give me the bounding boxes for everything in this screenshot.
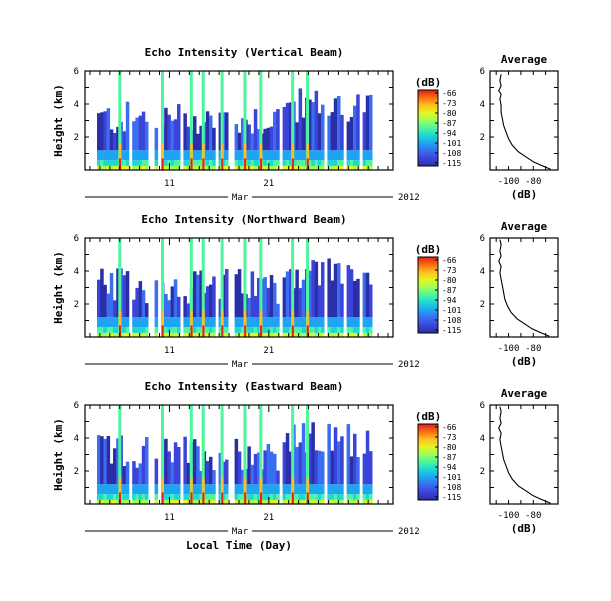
profile-x-tick-label: -80 xyxy=(525,177,541,187)
colorbar xyxy=(417,423,439,501)
colorbar-tick-label: -87 xyxy=(442,119,457,128)
profile-y-tick-label: 6 xyxy=(480,234,485,244)
profile-line xyxy=(498,74,551,170)
colorbar-tick-label: -94 xyxy=(442,463,457,472)
x-tick-label: 11 xyxy=(164,179,175,189)
profile-x-tick-label: -100 xyxy=(498,177,520,187)
colorbar-tick-label: -115 xyxy=(442,326,461,335)
colorbar-tick-label: -73 xyxy=(442,266,457,275)
profile-x-tick-label: -100 xyxy=(498,511,520,521)
y-tick-label: 6 xyxy=(74,67,79,77)
colorbar-tick-label: -80 xyxy=(442,276,457,285)
x-tick-label: 11 xyxy=(164,513,175,523)
colorbar-tick-label: -101 xyxy=(442,139,461,148)
panels: Echo Intensity (Vertical Beam) 6 4 2 Height … xyxy=(52,46,559,537)
colorbar-tick-label: -108 xyxy=(442,149,461,158)
panel-title: Echo Intensity (Northward Beam) xyxy=(141,213,346,226)
profile-y-tick-label: 4 xyxy=(480,434,485,444)
figure-xlabel: Local Time (Day) xyxy=(186,539,292,552)
profile-x-tick-label: -80 xyxy=(525,511,541,521)
x-tick-label: 21 xyxy=(263,346,274,356)
profile-title: Average xyxy=(501,387,548,400)
colorbar xyxy=(417,89,439,167)
y-tick-label: 4 xyxy=(74,434,79,444)
y-tick-label: 4 xyxy=(74,267,79,277)
y-axis-label: Height (km) xyxy=(52,418,65,491)
profile-y-tick-label: 6 xyxy=(480,67,485,77)
y-axis-label: Height (km) xyxy=(52,84,65,157)
colorbar-tick-label: -115 xyxy=(442,159,461,168)
panel-title: Echo Intensity (Eastward Beam) xyxy=(145,380,344,393)
profile-y-tick-label: 6 xyxy=(480,401,485,411)
profile-y-tick-label: 2 xyxy=(480,300,485,310)
panel-1: Echo Intensity (Northward Beam) 6 4 2 Height… xyxy=(52,213,559,370)
profile-panel: Average 6 4 2 -100 -80(dB) xyxy=(480,220,559,368)
y-tick-label: 4 xyxy=(74,100,79,110)
colorbar-tick-label: -94 xyxy=(442,129,457,138)
y-tick-label: 2 xyxy=(74,467,79,477)
profile-y-tick-label: 4 xyxy=(480,100,485,110)
profile-xlabel: (dB) xyxy=(511,355,538,368)
month-label: Mar xyxy=(232,193,249,203)
colorbar-tick-label: -94 xyxy=(442,296,457,305)
colorbar-unit: (dB) xyxy=(415,410,442,423)
profile-xlabel: (dB) xyxy=(511,188,538,201)
colorbar-tick-label: -87 xyxy=(442,453,457,462)
month-label: Mar xyxy=(232,527,249,537)
colorbar-tick-label: -73 xyxy=(442,433,457,442)
panel-2: Echo Intensity (Eastward Beam) 6 4 2 Height … xyxy=(52,380,559,537)
year-label: 2012 xyxy=(398,193,420,203)
panel-title: Echo Intensity (Vertical Beam) xyxy=(145,46,344,59)
colorbar-tick-label: -101 xyxy=(442,306,461,315)
heatmap xyxy=(97,71,373,170)
profile-panel: Average 6 4 2 -100 -80(dB) xyxy=(480,387,559,535)
year-label: 2012 xyxy=(398,527,420,537)
profile-title: Average xyxy=(501,220,548,233)
profile-panel: Average 6 4 2 -100 -80(dB) xyxy=(480,53,559,201)
colorbar-unit: (dB) xyxy=(415,76,442,89)
year-label: 2012 xyxy=(398,360,420,370)
y-tick-label: 2 xyxy=(74,133,79,143)
y-axis-label: Height (km) xyxy=(52,251,65,324)
colorbar-tick-label: -66 xyxy=(442,423,457,432)
profile-y-tick-label: 2 xyxy=(480,467,485,477)
profile-title: Average xyxy=(501,53,548,66)
colorbar-tick-label: -73 xyxy=(442,99,457,108)
x-tick-label: 21 xyxy=(263,179,274,189)
colorbar-unit: (dB) xyxy=(415,243,442,256)
colorbar-tick-label: -66 xyxy=(442,89,457,98)
heatmap xyxy=(97,405,373,504)
colorbar-tick-label: -108 xyxy=(442,316,461,325)
colorbar-tick-label: -108 xyxy=(442,483,461,492)
y-tick-label: 6 xyxy=(74,234,79,244)
colorbar-tick-label: -80 xyxy=(442,109,457,118)
profile-line xyxy=(498,406,551,504)
profile-x-tick-label: -100 xyxy=(498,344,520,354)
colorbar-tick-label: -87 xyxy=(442,286,457,295)
profile-x-tick-label: -80 xyxy=(525,344,541,354)
colorbar xyxy=(417,256,439,334)
colorbar-tick-label: -80 xyxy=(442,443,457,452)
month-label: Mar xyxy=(232,360,249,370)
y-tick-label: 6 xyxy=(74,401,79,411)
profile-y-tick-label: 2 xyxy=(480,133,485,143)
x-tick-label: 11 xyxy=(164,346,175,356)
panel-0: Echo Intensity (Vertical Beam) 6 4 2 Height … xyxy=(52,46,559,203)
colorbar-tick-label: -101 xyxy=(442,473,461,482)
colorbar-tick-label: -66 xyxy=(442,256,457,265)
y-tick-label: 2 xyxy=(74,300,79,310)
x-tick-label: 21 xyxy=(263,513,274,523)
profile-y-tick-label: 4 xyxy=(480,267,485,277)
heatmap xyxy=(97,238,373,337)
profile-xlabel: (dB) xyxy=(511,522,538,535)
profile-line xyxy=(498,239,550,337)
colorbar-tick-label: -115 xyxy=(442,493,461,502)
